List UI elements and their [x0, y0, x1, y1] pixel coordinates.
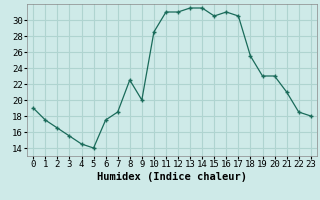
- X-axis label: Humidex (Indice chaleur): Humidex (Indice chaleur): [97, 172, 247, 182]
